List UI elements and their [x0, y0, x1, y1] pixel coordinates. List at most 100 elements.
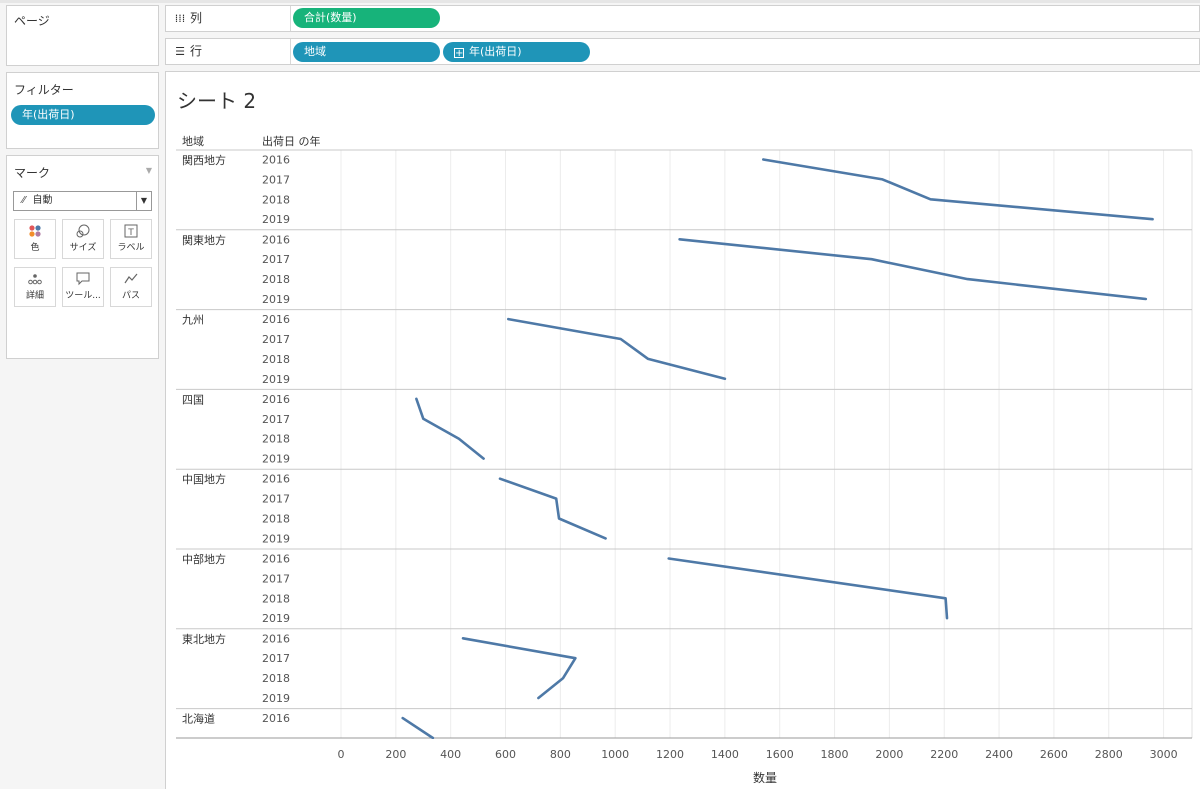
mark-label-button[interactable]: T ラベル: [110, 219, 152, 259]
year-label: 2017: [262, 652, 290, 665]
x-tick-label: 2600: [1040, 748, 1068, 761]
rows-pill-year-ship-date[interactable]: + 年(出荷日): [443, 42, 590, 62]
series-line: [415, 397, 485, 460]
color-icon: [15, 224, 55, 242]
x-tick-label: 600: [495, 748, 516, 761]
series-line: [761, 158, 1154, 221]
x-tick-label: 800: [550, 748, 571, 761]
x-tick-label: 1200: [656, 748, 684, 761]
label-icon: T: [111, 224, 151, 242]
year-label: 2018: [262, 672, 290, 685]
x-tick-label: 1000: [601, 748, 629, 761]
year-label: 2018: [262, 353, 290, 366]
x-tick-label: 1800: [821, 748, 849, 761]
series-line: [498, 477, 607, 540]
region-label: 東北地方: [182, 632, 226, 646]
x-axis-title: 数量: [753, 770, 777, 785]
year-label: 2017: [262, 253, 290, 266]
year-label: 2017: [262, 173, 290, 186]
year-label: 2018: [262, 433, 290, 446]
year-label: 2016: [262, 313, 290, 326]
x-tick-label: 400: [440, 748, 461, 761]
year-label: 2018: [262, 592, 290, 605]
x-tick-label: 2000: [875, 748, 903, 761]
region-label: 四国: [182, 393, 204, 406]
filter-pill-year-ship-date[interactable]: 年(出荷日): [11, 105, 155, 125]
row-header-year: 出荷日 の年: [262, 134, 321, 148]
year-label: 2019: [262, 692, 290, 705]
year-label: 2019: [262, 293, 290, 306]
size-icon: [63, 224, 103, 242]
columns-icon: ⁞⁞⁞: [174, 12, 186, 25]
series-line: [461, 636, 577, 700]
x-tick-label: 3000: [1150, 748, 1178, 761]
pages-panel-title: ページ: [14, 14, 50, 28]
mark-detail-button[interactable]: 詳細: [14, 267, 56, 307]
year-label: 2018: [262, 273, 290, 286]
x-tick-label: 2200: [930, 748, 958, 761]
region-label: 北海道: [182, 712, 215, 726]
sheet-title: シート 2: [177, 89, 257, 113]
row-header-region: 地域: [182, 135, 204, 148]
dropdown-arrow-icon: ▼: [136, 192, 151, 210]
year-label: 2016: [262, 393, 290, 406]
path-icon: [111, 272, 151, 290]
region-label: 中部地方: [182, 552, 226, 566]
rows-icon: ☰: [175, 45, 185, 58]
expand-icon[interactable]: +: [454, 48, 464, 59]
year-label: 2019: [262, 213, 290, 226]
marks-panel-title: マーク: [14, 166, 51, 180]
year-label: 2016: [262, 712, 290, 725]
rows-pill-region[interactable]: 地域: [293, 42, 440, 62]
year-label: 2017: [262, 572, 290, 585]
x-tick-label: 1600: [766, 748, 794, 761]
mark-path-button[interactable]: パス: [110, 267, 152, 307]
year-label: 2018: [262, 513, 290, 526]
marks-panel: マーク ▼ ⁄⁄ 自動 ▼ 色 サイズ T ラベル 詳細 ツール...: [6, 155, 159, 359]
series-line: [506, 317, 727, 381]
svg-text:T: T: [127, 228, 134, 238]
filters-panel: フィルター 年(出荷日): [6, 72, 159, 149]
region-label: 関西地方: [182, 153, 226, 167]
clip-mask: [166, 739, 1199, 742]
year-label: 2017: [262, 333, 290, 346]
year-label: 2016: [262, 553, 290, 566]
year-label: 2016: [262, 233, 290, 246]
series-line: [667, 557, 949, 620]
mark-color-button[interactable]: 色: [14, 219, 56, 259]
detail-icon: [15, 272, 55, 290]
x-tick-label: 0: [338, 748, 345, 761]
year-label: 2017: [262, 493, 290, 506]
region-label: 中国地方: [182, 472, 226, 486]
pages-panel: ページ: [6, 5, 159, 66]
series-line: [678, 238, 1148, 301]
region-label: 関東地方: [182, 233, 226, 247]
worksheet-view: シート 2 地域 出荷日 の年関西地方 2016 2017 2018 2019 関東地方 20…: [165, 71, 1200, 789]
year-label: 2019: [262, 453, 290, 466]
columns-shelf-label: ⁞⁞⁞ 列: [166, 6, 291, 31]
year-label: 2016: [262, 154, 290, 167]
mark-tooltip-button[interactable]: ツール...: [62, 267, 104, 307]
rows-shelf: ☰ 行 地域 + 年(出荷日): [165, 38, 1200, 65]
x-tick-label: 2400: [985, 748, 1013, 761]
marks-menu-arrow-icon[interactable]: ▼: [145, 166, 152, 175]
columns-pill-sum-quantity[interactable]: 合計(数量): [293, 8, 440, 28]
x-tick-label: 1400: [711, 748, 739, 761]
series-line: [401, 716, 435, 740]
year-label: 2019: [262, 612, 290, 625]
x-tick-label: 2800: [1095, 748, 1123, 761]
top-strip: [0, 0, 1200, 3]
year-label: 2019: [262, 373, 290, 386]
mark-type-dropdown[interactable]: ⁄⁄ 自動 ▼: [13, 191, 152, 211]
year-label: 2018: [262, 193, 290, 206]
columns-shelf: ⁞⁞⁞ 列 合計(数量): [165, 5, 1200, 32]
year-label: 2016: [262, 473, 290, 486]
x-tick-label: 200: [385, 748, 406, 761]
year-label: 2017: [262, 413, 290, 426]
mark-size-button[interactable]: サイズ: [62, 219, 104, 259]
rows-shelf-label: ☰ 行: [166, 39, 291, 64]
tooltip-icon: [63, 272, 103, 290]
line-mark-icon: ⁄⁄: [22, 195, 26, 206]
year-label: 2016: [262, 632, 290, 645]
